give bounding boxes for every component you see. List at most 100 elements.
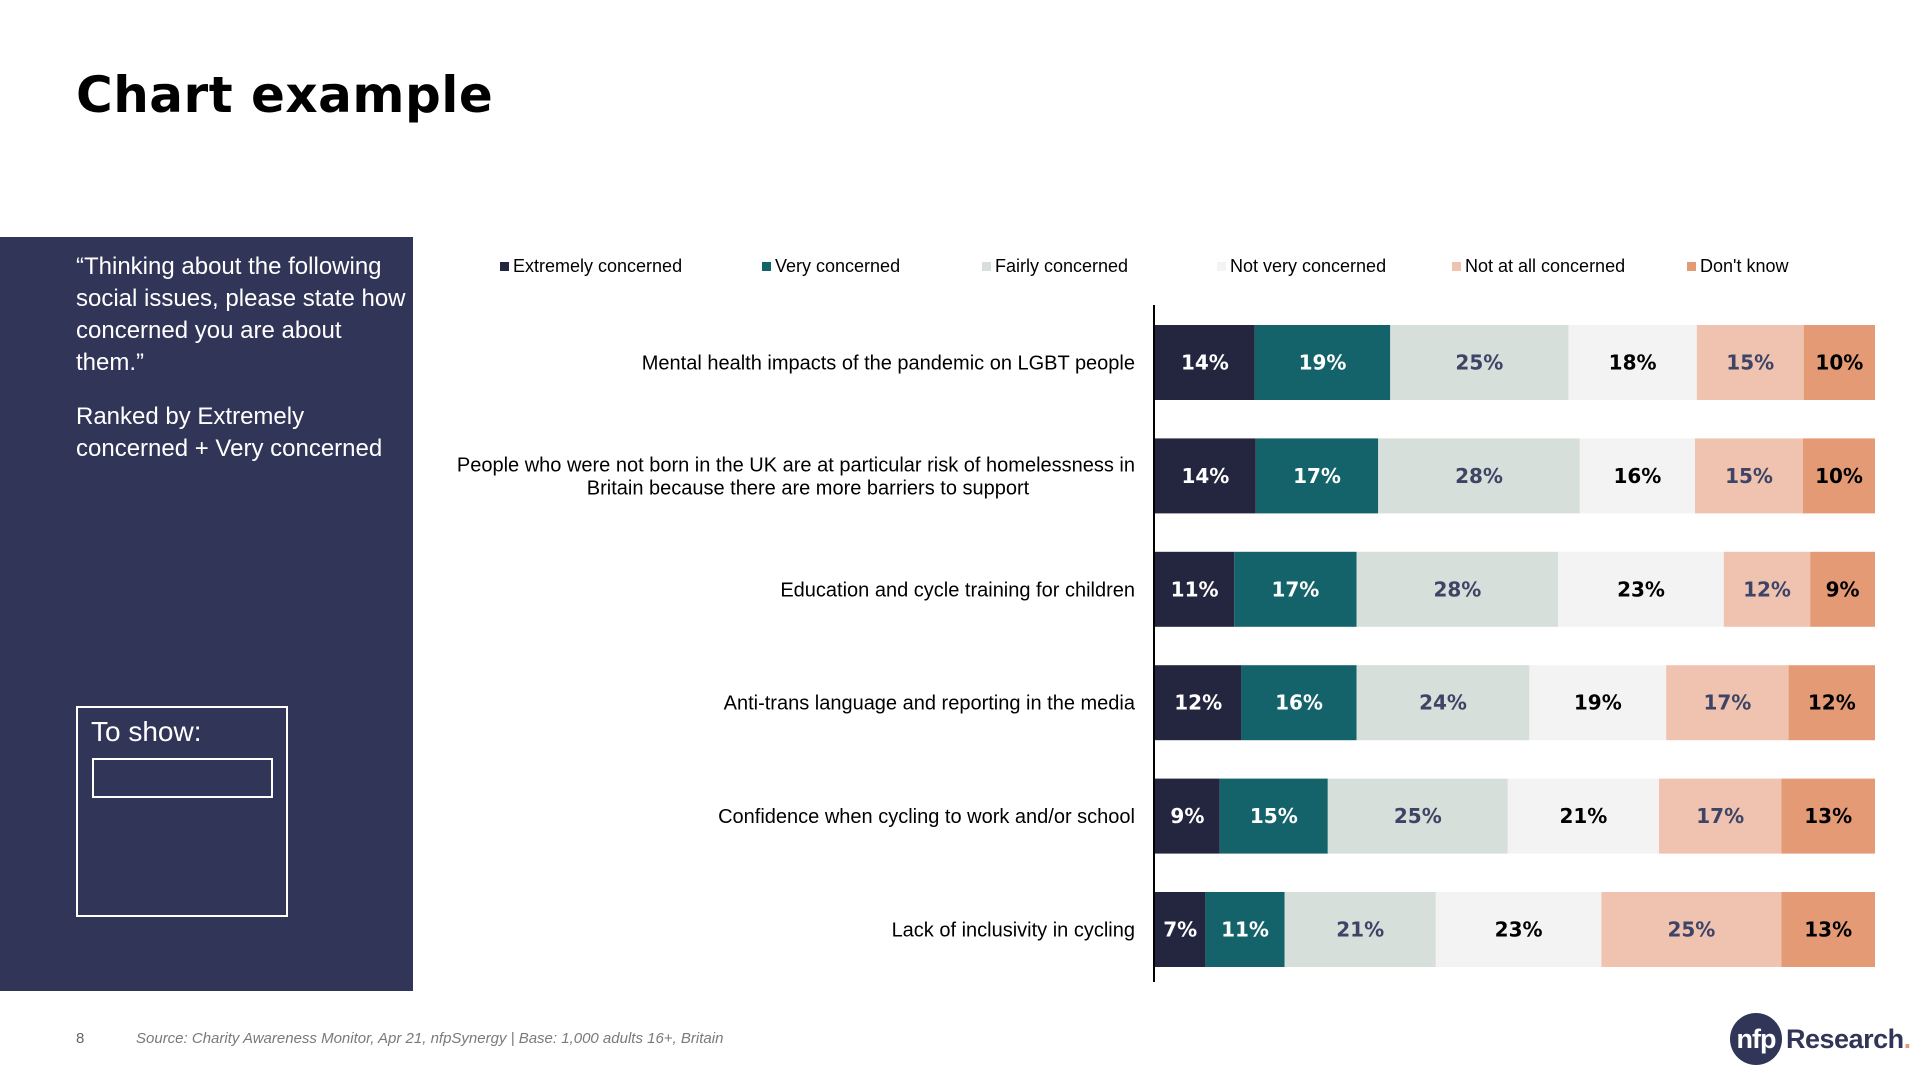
legend-label: Fairly concerned bbox=[995, 256, 1129, 276]
data-label: 17% bbox=[1293, 464, 1341, 488]
legend-label: Don't know bbox=[1700, 256, 1789, 276]
legend-item: Very concerned bbox=[762, 256, 900, 277]
bar-segment bbox=[1155, 438, 1256, 514]
data-label: 16% bbox=[1275, 691, 1323, 715]
data-label: 19% bbox=[1299, 351, 1347, 375]
bar-segment bbox=[1155, 892, 1206, 967]
bar-segment bbox=[1219, 778, 1328, 854]
bar-segment bbox=[1810, 551, 1875, 627]
bar-segment bbox=[1378, 438, 1580, 514]
data-label: 7% bbox=[1163, 918, 1197, 942]
legend-swatch bbox=[500, 262, 509, 271]
legend-item: Don't know bbox=[1687, 256, 1788, 277]
legend-label: Extremely concerned bbox=[513, 256, 683, 276]
bar-segment bbox=[1327, 778, 1508, 854]
bar-segment bbox=[1234, 551, 1357, 627]
data-label: 21% bbox=[1336, 918, 1384, 942]
question-panel: “Thinking about the following social iss… bbox=[0, 237, 413, 991]
bar-segment bbox=[1601, 892, 1782, 967]
data-label: 17% bbox=[1703, 691, 1751, 715]
bar-segment bbox=[1529, 665, 1667, 741]
bar-segment bbox=[1155, 325, 1255, 400]
data-label: 25% bbox=[1667, 918, 1715, 942]
legend-swatch bbox=[1452, 262, 1461, 271]
bar-segment bbox=[1788, 665, 1875, 741]
chart-legend: Extremely concerned Very concerned Fairly … bbox=[500, 256, 1870, 280]
bar-segment bbox=[1254, 325, 1391, 400]
logo-word: Research. bbox=[1786, 1023, 1911, 1054]
category-label: Lack of inclusivity in cycling bbox=[892, 920, 1135, 942]
data-label: 11% bbox=[1221, 918, 1269, 942]
bar-segment bbox=[1696, 325, 1804, 400]
legend-label: Not very concerned bbox=[1230, 256, 1387, 276]
page-number: 8 bbox=[76, 1030, 85, 1047]
data-label: 9% bbox=[1826, 577, 1860, 601]
bar-segment bbox=[1723, 551, 1811, 627]
bar-segment bbox=[1155, 665, 1242, 741]
bar-segment bbox=[1781, 892, 1875, 967]
legend-label: Not at all concerned bbox=[1465, 256, 1626, 276]
data-label: 10% bbox=[1815, 464, 1863, 488]
legend-swatch bbox=[1217, 262, 1226, 271]
bar-segment bbox=[1205, 892, 1285, 967]
category-label: People who were not born in the UK are a… bbox=[457, 454, 1135, 476]
category-label: Mental health impacts of the pandemic on… bbox=[642, 353, 1135, 375]
nfp-research-logo: nfp Research. bbox=[1730, 1013, 1911, 1065]
page-title: Chart example bbox=[76, 66, 494, 124]
bar-segment bbox=[1435, 892, 1602, 967]
bar-segment bbox=[1558, 551, 1724, 627]
bar-segment bbox=[1803, 325, 1875, 400]
bar-segment bbox=[1803, 438, 1875, 514]
data-label: 10% bbox=[1815, 351, 1863, 375]
bar-segment bbox=[1284, 892, 1436, 967]
data-label: 14% bbox=[1181, 464, 1229, 488]
bar-segment bbox=[1579, 438, 1695, 514]
data-label: 11% bbox=[1171, 577, 1219, 601]
category-label: Britain because there are more barriers … bbox=[587, 477, 1030, 499]
data-label: 9% bbox=[1170, 804, 1204, 828]
bar-segment bbox=[1695, 438, 1803, 514]
data-label: 13% bbox=[1804, 918, 1852, 942]
legend-swatch bbox=[1687, 262, 1696, 271]
data-label: 15% bbox=[1726, 351, 1774, 375]
bar-segment bbox=[1241, 665, 1357, 741]
legend-item: Extremely concerned bbox=[500, 256, 682, 277]
ranking-note: Ranked by Extremely concerned + Very con… bbox=[76, 403, 383, 462]
bar-segment bbox=[1568, 325, 1697, 400]
bar-segment bbox=[1666, 665, 1789, 741]
category-label: Education and cycle training for childre… bbox=[780, 579, 1135, 601]
to-show-box: To show: bbox=[76, 706, 288, 917]
data-label: 25% bbox=[1394, 804, 1442, 828]
data-label: 13% bbox=[1804, 804, 1852, 828]
category-label: Confidence when cycling to work and/or s… bbox=[718, 806, 1135, 828]
data-label: 15% bbox=[1250, 804, 1298, 828]
to-show-field[interactable] bbox=[92, 758, 273, 798]
data-label: 15% bbox=[1725, 464, 1773, 488]
survey-question: “Thinking about the following social iss… bbox=[76, 253, 406, 376]
to-show-label: To show: bbox=[91, 716, 202, 747]
data-label: 21% bbox=[1559, 804, 1607, 828]
bar-segment bbox=[1356, 551, 1559, 627]
data-label: 12% bbox=[1808, 691, 1856, 715]
bar-segment bbox=[1155, 551, 1235, 627]
logo-badge: nfp bbox=[1730, 1013, 1782, 1065]
legend-label: Very concerned bbox=[775, 256, 901, 276]
bar-segment bbox=[1781, 778, 1875, 854]
data-label: 17% bbox=[1696, 804, 1744, 828]
legend-item: Fairly concerned bbox=[982, 256, 1128, 277]
stacked-bar-chart: 14% 19% 25% 18% 15% 10% Mental health impacts … bbox=[457, 305, 1875, 982]
data-label: 12% bbox=[1174, 691, 1222, 715]
data-label: 24% bbox=[1419, 691, 1467, 715]
data-label: 23% bbox=[1617, 577, 1665, 601]
bar-segment bbox=[1255, 438, 1379, 514]
bar-segment bbox=[1390, 325, 1569, 400]
data-label: 23% bbox=[1495, 918, 1543, 942]
category-label: Anti-trans language and reporting in the… bbox=[724, 693, 1136, 715]
legend-swatch bbox=[762, 262, 771, 271]
bar-segment bbox=[1507, 778, 1659, 854]
data-label: 12% bbox=[1743, 577, 1791, 601]
data-label: 17% bbox=[1271, 577, 1319, 601]
data-label: 28% bbox=[1433, 577, 1481, 601]
data-label: 28% bbox=[1455, 464, 1503, 488]
data-label: 14% bbox=[1181, 351, 1229, 375]
